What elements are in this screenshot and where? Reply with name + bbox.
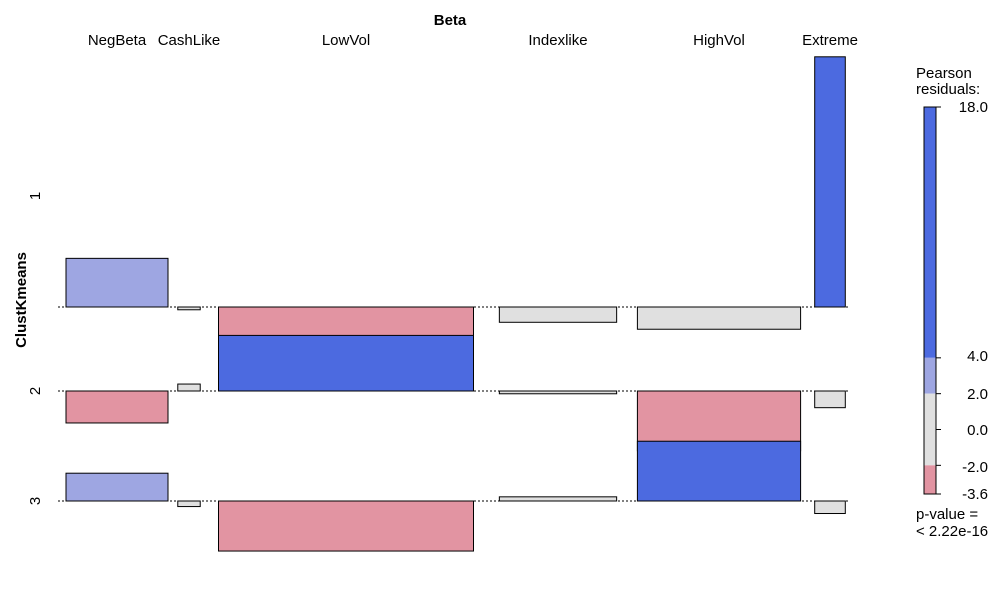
y-axis-label: ClustKmeans [13, 252, 30, 348]
legend-color-segment [924, 393, 936, 466]
legend-tick-label: 4.0 [967, 348, 988, 365]
bar-row1-negbeta [65, 257, 169, 308]
column-label-extreme: Extreme [802, 32, 858, 49]
legend-tick-label: 2.0 [967, 386, 988, 403]
legend-color-segment [924, 107, 936, 358]
row-label-2: 2 [27, 387, 44, 395]
bar-row2-extreme [814, 390, 846, 409]
legend-tick-label: 18.0 [959, 99, 988, 116]
bar-row3-extreme [814, 500, 846, 515]
bar-row1-cashlike [177, 306, 201, 311]
column-label-highvol: HighVol [693, 32, 745, 49]
bar-row2-negbeta [65, 390, 169, 424]
legend-title-line1: Pearson [916, 65, 972, 82]
legend-color-bar-frame [923, 106, 937, 495]
legend-color-segment [924, 357, 936, 394]
bar-row3-indexlike [498, 496, 618, 502]
column-label-lowvol: LowVol [322, 32, 370, 49]
bar-row2-indexlike [498, 390, 618, 395]
chart-title: Beta [434, 12, 467, 29]
bar-row3-lowvol [218, 500, 474, 552]
legend-color-segment [924, 465, 936, 494]
legend-tick-label: 0.0 [967, 422, 988, 439]
legend: Pearson residuals: 18.0 4.0 2.0 0.0 -2.0 -3.6… [916, 65, 988, 540]
bar-row3-highvol [636, 440, 802, 502]
legend-title-line2: residuals: [916, 81, 980, 98]
row-label-3: 3 [27, 497, 44, 505]
legend-tick-label: -2.0 [962, 459, 988, 476]
bar-row2-lowvol [218, 334, 474, 392]
column-label-cashlike: CashLike [158, 32, 221, 49]
bar-row2-cashlike [177, 383, 201, 392]
bar-row1-highvol [636, 306, 802, 330]
legend-tick-label: -3.6 [962, 486, 988, 503]
bar-row1-indexlike [498, 306, 618, 323]
bar-row1-extreme [814, 56, 846, 308]
bar-row3-negbeta [65, 472, 169, 502]
bar-row1-lowvol [218, 306, 474, 341]
column-label-indexlike: Indexlike [528, 32, 587, 49]
row-label-1: 1 [27, 192, 44, 200]
p-value-line1: p-value = [916, 506, 978, 523]
bar-row3-cashlike [177, 500, 201, 508]
p-value-line2: < 2.22e-16 [916, 523, 988, 540]
column-label-negbeta: NegBeta [88, 32, 147, 49]
